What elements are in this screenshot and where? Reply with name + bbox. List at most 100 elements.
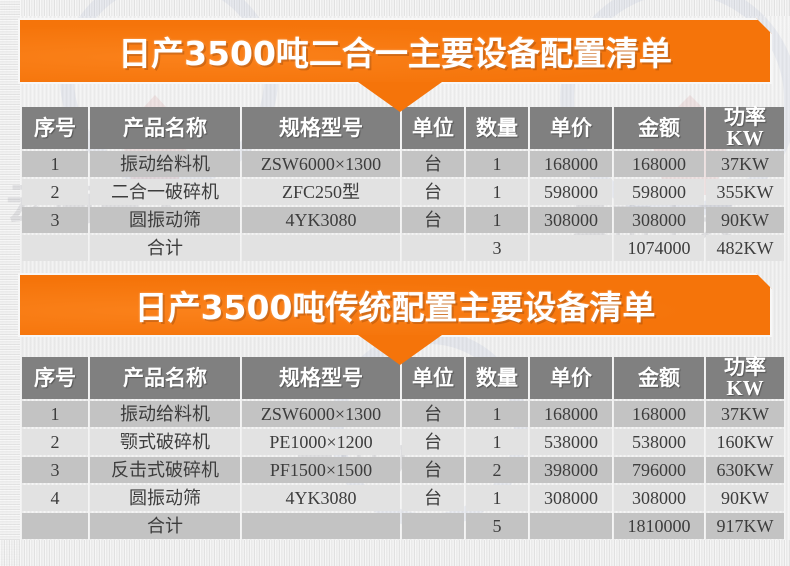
col-header-model: 规格型号 (242, 107, 400, 149)
cell-model: 4YK3080 (242, 207, 400, 233)
equipment-table-2: 序号 产品名称 规格型号 单位 数量 单价 金额 功率KW 1 振动给料机 ZS… (20, 355, 786, 541)
cell-unit: 台 (402, 179, 464, 205)
cell-qty: 1 (466, 151, 528, 177)
cell-amount: 598000 (614, 179, 704, 205)
cell-model: 4YK3080 (242, 485, 400, 511)
col-header-power: 功率KW (706, 357, 784, 399)
cell-total-power: 482KW (706, 235, 784, 261)
background-top-fringe (0, 0, 790, 16)
cell-qty: 1 (466, 429, 528, 455)
banner-arrow-2 (358, 335, 442, 365)
cell-total-qty: 5 (466, 513, 528, 539)
cell-product: 二合一破碎机 (90, 179, 240, 205)
cell-seq: 2 (22, 179, 88, 205)
cell-price: 168000 (530, 151, 612, 177)
cell-amount: 168000 (614, 401, 704, 427)
banner-title-2: 日产3500吨传统配置主要设备清单 (134, 288, 656, 327)
cell-seq: 3 (22, 457, 88, 483)
cell-power: 37KW (706, 151, 784, 177)
cell-price: 538000 (530, 429, 612, 455)
cell-model: ZSW6000×1300 (242, 401, 400, 427)
cell-unit: 台 (402, 485, 464, 511)
cell-model: PF1500×1500 (242, 457, 400, 483)
cell-total-price (530, 513, 612, 539)
banner-section-2: 日产3500吨传统配置主要设备清单 (18, 273, 772, 337)
cell-amount: 796000 (614, 457, 704, 483)
cell-amount: 308000 (614, 485, 704, 511)
cell-qty: 1 (466, 485, 528, 511)
cell-price: 168000 (530, 401, 612, 427)
cell-power: 355KW (706, 179, 784, 205)
table-row: 1 振动给料机 ZSW6000×1300 台 1 168000 168000 3… (22, 151, 784, 177)
cell-product: 圆振动筛 (90, 485, 240, 511)
table-wrapper-2: 序号 产品名称 规格型号 单位 数量 单价 金额 功率KW 1 振动给料机 ZS… (20, 355, 784, 541)
table-wrapper-1: 序号 产品名称 规格型号 单位 数量 单价 金额 功率KW 1 振动给料机 ZS… (20, 105, 784, 263)
cell-total-unit (402, 235, 464, 261)
cell-unit: 台 (402, 457, 464, 483)
cell-unit: 台 (402, 429, 464, 455)
cell-price: 598000 (530, 179, 612, 205)
cell-qty: 1 (466, 401, 528, 427)
table-row: 1 振动给料机 ZSW6000×1300 台 1 168000 168000 3… (22, 401, 784, 427)
cell-power: 90KW (706, 207, 784, 233)
cell-total-qty: 3 (466, 235, 528, 261)
col-header-product: 产品名称 (90, 357, 240, 399)
cell-total-amount: 1810000 (614, 513, 704, 539)
cell-product: 振动给料机 (90, 401, 240, 427)
cell-seq: 1 (22, 151, 88, 177)
cell-seq: 4 (22, 485, 88, 511)
cell-seq: 1 (22, 401, 88, 427)
cell-amount: 538000 (614, 429, 704, 455)
cell-model: ZSW6000×1300 (242, 151, 400, 177)
col-header-power: 功率KW (706, 107, 784, 149)
cell-total-unit (402, 513, 464, 539)
cell-unit: 台 (402, 401, 464, 427)
table-header-row: 序号 产品名称 规格型号 单位 数量 单价 金额 功率KW (22, 107, 784, 149)
cell-amount: 308000 (614, 207, 704, 233)
cell-power: 37KW (706, 401, 784, 427)
col-header-unit: 单位 (402, 107, 464, 149)
cell-total-amount: 1074000 (614, 235, 704, 261)
background-left-fringe (0, 0, 20, 566)
cell-total-model (242, 235, 400, 261)
table-row: 2 颚式破碎机 PE1000×1200 台 1 538000 538000 16… (22, 429, 784, 455)
cell-price: 308000 (530, 207, 612, 233)
col-header-product: 产品名称 (90, 107, 240, 149)
cell-model: ZFC250型 (242, 179, 400, 205)
cell-unit: 台 (402, 207, 464, 233)
cell-total-label: 合计 (90, 235, 240, 261)
cell-total-seq (22, 235, 88, 261)
col-header-qty: 数量 (466, 107, 528, 149)
cell-qty: 2 (466, 457, 528, 483)
cell-power: 160KW (706, 429, 784, 455)
col-header-price: 单价 (530, 107, 612, 149)
cell-total-seq (22, 513, 88, 539)
background-bottom-fringe (0, 540, 790, 566)
table-row: 3 反击式破碎机 PF1500×1500 台 2 398000 796000 6… (22, 457, 784, 483)
cell-price: 398000 (530, 457, 612, 483)
cell-product: 圆振动筛 (90, 207, 240, 233)
table-row: 4 圆振动筛 4YK3080 台 1 308000 308000 90KW (22, 485, 784, 511)
cell-model: PE1000×1200 (242, 429, 400, 455)
cell-seq: 2 (22, 429, 88, 455)
table-header-row: 序号 产品名称 规格型号 单位 数量 单价 金额 功率KW (22, 357, 784, 399)
col-header-qty: 数量 (466, 357, 528, 399)
cell-power: 90KW (706, 485, 784, 511)
cell-price: 308000 (530, 485, 612, 511)
table-total-row: 合计 5 1810000 917KW (22, 513, 784, 539)
cell-product: 振动给料机 (90, 151, 240, 177)
banner-arrow-1 (358, 82, 442, 112)
table-row: 2 二合一破碎机 ZFC250型 台 1 598000 598000 355KW (22, 179, 784, 205)
cell-qty: 1 (466, 179, 528, 205)
col-header-seq: 序号 (22, 107, 88, 149)
table-total-row: 合计 3 1074000 482KW (22, 235, 784, 261)
cell-power: 630KW (706, 457, 784, 483)
banner-section-1: 日产3500吨二合一主要设备配置清单 (18, 18, 772, 84)
cell-total-power: 917KW (706, 513, 784, 539)
col-header-seq: 序号 (22, 357, 88, 399)
equipment-table-1: 序号 产品名称 规格型号 单位 数量 单价 金额 功率KW 1 振动给料机 ZS… (20, 105, 786, 263)
banner-title-1: 日产3500吨二合一主要设备配置清单 (118, 34, 672, 73)
col-header-amount: 金额 (614, 107, 704, 149)
cell-total-label: 合计 (90, 513, 240, 539)
col-header-amount: 金额 (614, 357, 704, 399)
